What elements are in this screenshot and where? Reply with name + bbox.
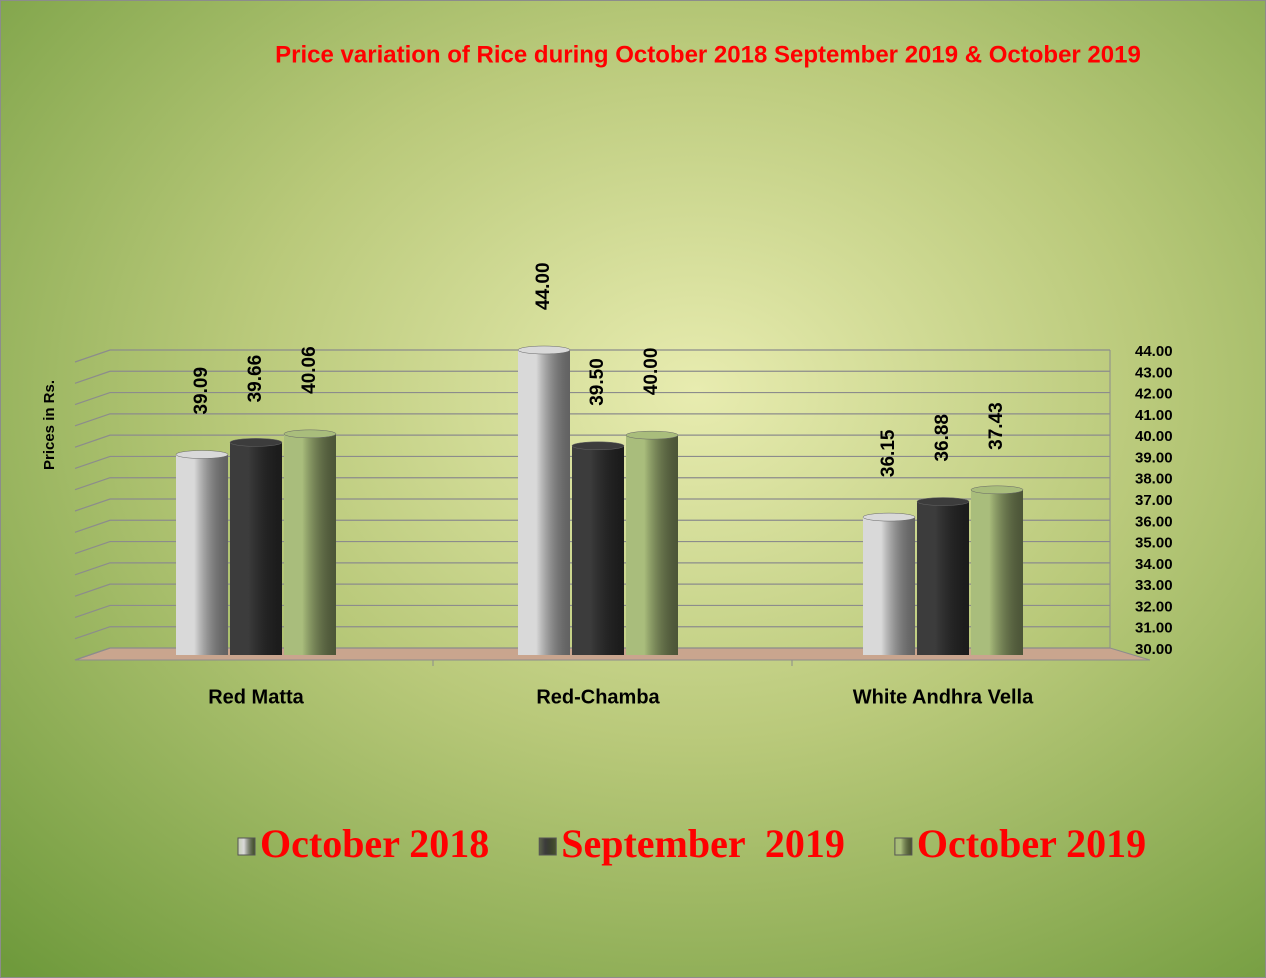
grid-line [74,540,1110,555]
bar-cap [175,450,229,459]
bar [230,442,282,655]
grid-line [74,477,1110,491]
bar [572,445,624,655]
value-label: 36.15 [878,429,899,477]
grid-line [74,604,1110,618]
grid-line [74,370,1110,384]
y-tick-label: 34.00 [1135,556,1173,573]
bar-cap [517,345,571,355]
bar-cap [571,441,625,451]
bar [626,435,678,655]
legend-swatch [237,837,256,856]
y-tick-label: 44.00 [1135,343,1173,360]
grid-line [74,626,1110,640]
value-label: 37.43 [986,402,1007,450]
legend-swatch [894,837,913,856]
y-axis-label: Prices in Rs. [41,380,58,470]
bar [971,489,1023,655]
x-tick-label: Red Matta [208,686,304,708]
legend-label: October 2019 [917,821,1146,866]
y-tick-label: 31.00 [1135,620,1173,637]
bar [284,433,336,655]
grid-line [74,562,1110,576]
bar-cap [862,512,916,522]
bar-cap [229,438,283,447]
bar-cap [970,485,1024,495]
grid-line [74,413,1110,427]
y-tick-label: 39.00 [1135,449,1173,466]
grid-line [74,519,1110,533]
bar-cap [916,497,970,506]
value-label: 40.00 [641,348,662,396]
y-tick-label: 37.00 [1135,492,1173,509]
bar [518,350,570,655]
chart-title: Price variation of Rice during October 2… [275,41,1141,68]
y-tick-label: 30.00 [1135,641,1173,658]
chart-title-line: Price variation of Rice during October 2… [275,41,1141,68]
y-tick-label: 35.00 [1135,535,1173,552]
y-tick-label: 36.00 [1135,513,1173,530]
grid-line [74,647,1110,661]
y-tick-label: 43.00 [1135,364,1173,381]
legend-label: September 2019 [561,821,845,866]
legend-swatch [538,837,557,856]
grid-line [74,498,1110,512]
bar-cap [625,430,679,440]
y-tick-label: 32.00 [1135,598,1173,615]
bar [917,501,969,655]
bar [863,517,915,655]
y-tick-label: 33.00 [1135,577,1173,594]
y-tick-label: 38.00 [1135,471,1173,488]
y-tick-label: 40.00 [1135,428,1173,445]
x-tick-label: Red-Chamba [536,686,660,708]
value-label: 36.88 [932,414,953,462]
legend-label: October 2018 [260,821,489,866]
value-label: 39.50 [587,358,608,406]
grid-line [74,349,1110,363]
x-tick-label: White Andhra Vella [853,686,1034,708]
grid-line [74,434,1110,448]
y-tick-label: 41.00 [1135,407,1173,424]
grid-line [74,583,1110,597]
value-label: 39.09 [191,367,212,415]
bar-cap [283,429,337,439]
value-label: 40.06 [299,346,320,394]
value-label: 44.00 [533,262,554,310]
value-label: 39.66 [245,355,266,403]
grid-line [74,455,1110,469]
grid-line [74,391,1110,406]
bar [176,454,228,655]
y-tick-label: 42.00 [1135,386,1173,403]
